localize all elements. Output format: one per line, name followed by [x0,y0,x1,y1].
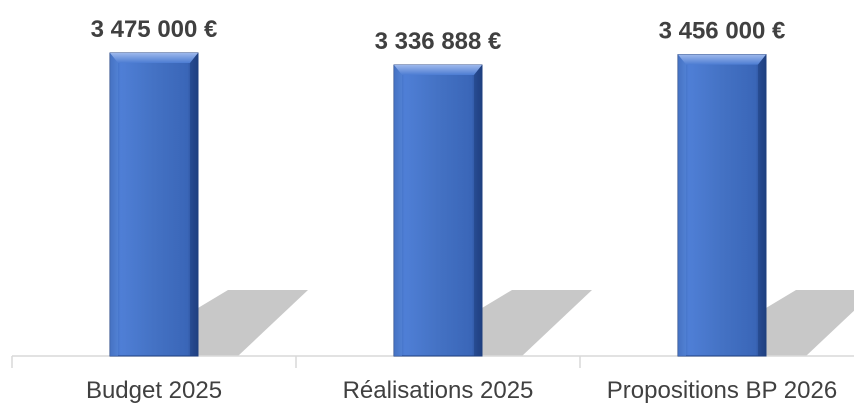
bar-body [677,54,767,357]
bar-shadow [766,290,854,356]
bar-bevel-right [190,53,198,356]
bar-body [109,52,199,357]
bar-bevel-left [110,53,118,356]
bar [109,52,199,357]
data-label: 3 336 888 € [375,28,502,55]
bar-bevel-right [474,65,482,356]
bars [109,52,767,357]
x-axis [11,355,854,368]
category-label: Réalisations 2025 [343,377,534,404]
bar-shadows [198,290,854,356]
bar-bevel-top [110,53,198,63]
bar-bevel-right [758,54,766,357]
bar [393,64,483,357]
bar-shadow [198,290,308,356]
data-labels: 3 475 000 € 3 336 888 € 3 456 000 € [91,16,786,55]
bar-bevel-top [678,54,766,65]
bar-shadow [482,290,592,356]
bar-body [393,64,483,357]
category-labels: Budget 2025 Réalisations 2025 Propositions… [86,377,837,404]
data-label: 3 456 000 € [659,18,786,45]
bar-bevel-left [678,54,686,357]
category-label: Propositions BP 2026 [607,377,837,404]
data-label: 3 475 000 € [91,16,218,43]
bar [677,54,767,357]
bar-bevel-top [394,65,482,76]
category-label: Budget 2025 [86,377,222,404]
bar-bevel-left [394,65,402,356]
